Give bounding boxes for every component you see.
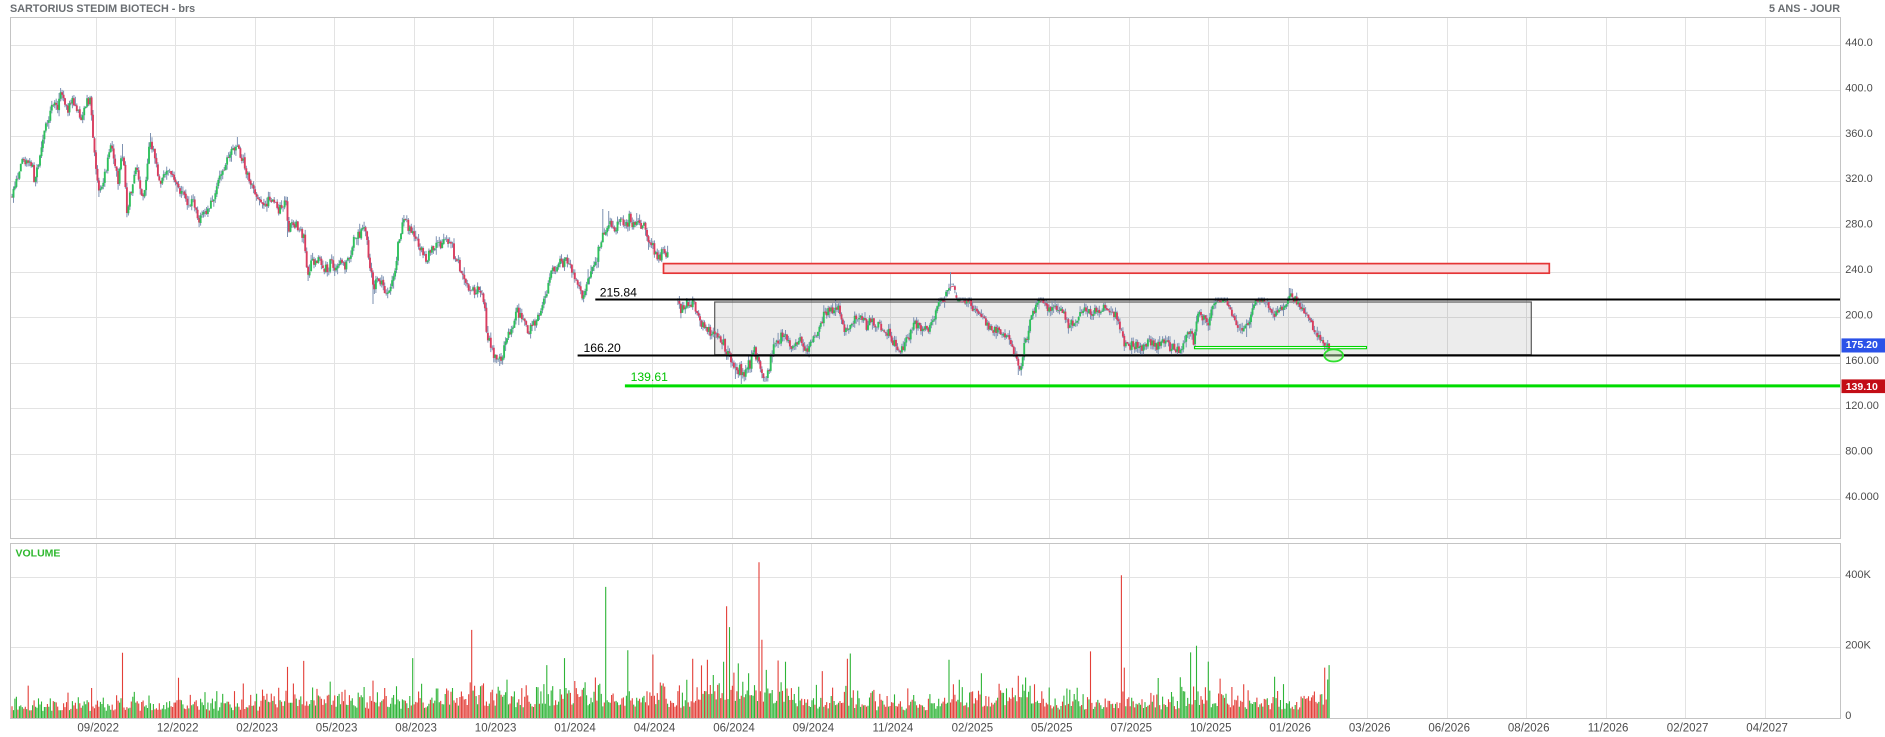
svg-text:08/2026: 08/2026	[1508, 722, 1550, 734]
svg-text:11/2024: 11/2024	[873, 722, 914, 734]
svg-text:SARTORIUS STEDIM BIOTECH - brs: SARTORIUS STEDIM BIOTECH - brs	[10, 3, 195, 15]
svg-text:07/2025: 07/2025	[1111, 722, 1153, 734]
svg-text:04/2027: 04/2027	[1746, 722, 1788, 734]
svg-text:200K: 200K	[1845, 640, 1871, 652]
svg-text:166.20: 166.20	[584, 341, 621, 355]
svg-text:139.61: 139.61	[631, 370, 668, 384]
svg-text:175.20: 175.20	[1846, 339, 1878, 351]
svg-text:120.00: 120.00	[1845, 400, 1879, 412]
svg-text:280.0: 280.0	[1845, 219, 1873, 231]
svg-text:0: 0	[1845, 710, 1851, 722]
svg-text:06/2026: 06/2026	[1428, 722, 1470, 734]
svg-text:02/2027: 02/2027	[1667, 722, 1709, 734]
svg-text:215.84: 215.84	[600, 286, 637, 300]
svg-text:139.10: 139.10	[1846, 381, 1878, 393]
svg-text:02/2023: 02/2023	[236, 722, 278, 734]
svg-text:10/2023: 10/2023	[475, 722, 517, 734]
svg-text:200.0: 200.0	[1845, 309, 1873, 321]
svg-text:04/2024: 04/2024	[634, 722, 676, 734]
svg-text:11/2026: 11/2026	[1588, 722, 1629, 734]
svg-text:06/2024: 06/2024	[713, 722, 755, 734]
svg-text:08/2023: 08/2023	[395, 722, 437, 734]
svg-text:40.000: 40.000	[1845, 491, 1879, 503]
svg-text:400K: 400K	[1845, 569, 1871, 581]
svg-text:400.0: 400.0	[1845, 82, 1873, 94]
svg-text:80.00: 80.00	[1845, 446, 1873, 458]
svg-text:440.0: 440.0	[1845, 37, 1873, 49]
svg-text:01/2024: 01/2024	[554, 722, 596, 734]
svg-text:01/2026: 01/2026	[1269, 722, 1311, 734]
svg-text:09/2024: 09/2024	[793, 722, 835, 734]
svg-text:05/2025: 05/2025	[1031, 722, 1073, 734]
svg-text:320.0: 320.0	[1845, 173, 1873, 185]
svg-text:160.00: 160.00	[1845, 355, 1879, 367]
svg-text:10/2025: 10/2025	[1190, 722, 1232, 734]
svg-text:03/2026: 03/2026	[1349, 722, 1391, 734]
svg-text:240.0: 240.0	[1845, 264, 1873, 276]
svg-text:VOLUME: VOLUME	[16, 548, 61, 560]
svg-text:09/2022: 09/2022	[77, 722, 119, 734]
svg-text:02/2025: 02/2025	[952, 722, 994, 734]
svg-text:12/2022: 12/2022	[157, 722, 199, 734]
svg-text:360.0: 360.0	[1845, 128, 1873, 140]
svg-text:05/2023: 05/2023	[316, 722, 358, 734]
svg-text:5 ANS - JOUR: 5 ANS - JOUR	[1769, 3, 1840, 15]
